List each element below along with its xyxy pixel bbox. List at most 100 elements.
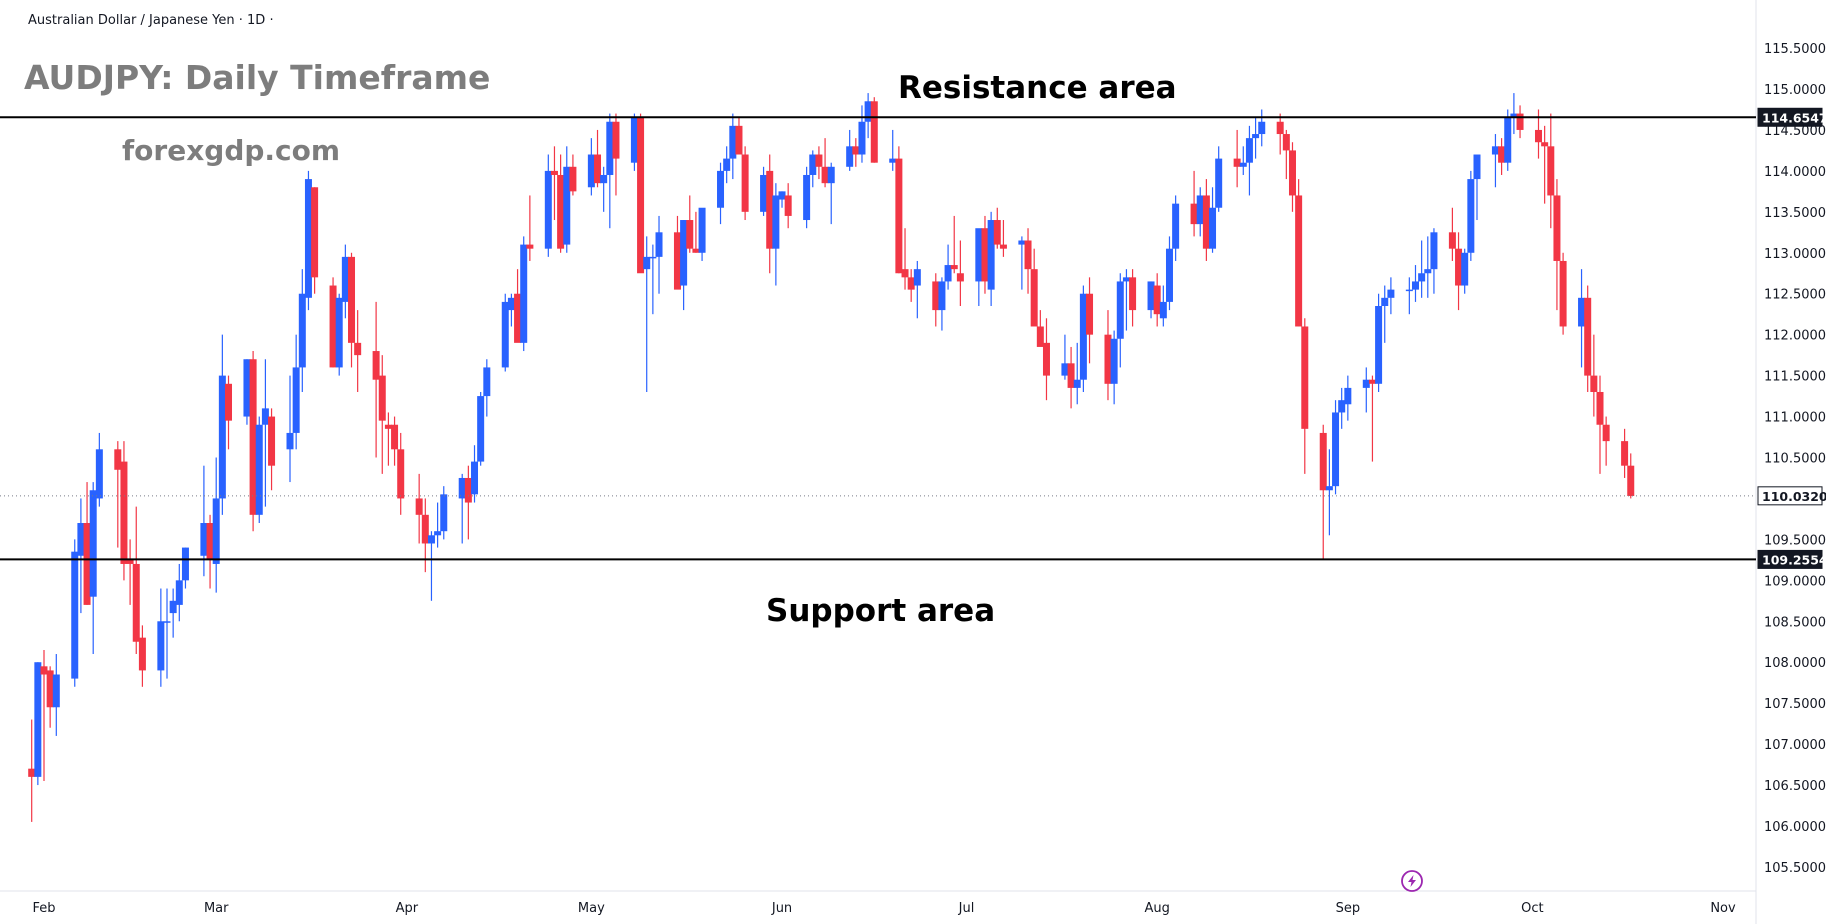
candle-body bbox=[680, 220, 688, 286]
candle-body bbox=[735, 125, 743, 155]
candle-body bbox=[520, 244, 528, 343]
resistance-price-badge: 114.6547 bbox=[1757, 107, 1826, 127]
candle-body bbox=[1411, 281, 1419, 290]
candle bbox=[1338, 387, 1346, 429]
candle bbox=[1067, 346, 1075, 409]
candle bbox=[1510, 93, 1518, 135]
candle bbox=[181, 547, 189, 589]
price-tick-label: 106.5000 bbox=[1764, 779, 1826, 794]
candle-body bbox=[1455, 248, 1463, 286]
price-tick-label: 115.5000 bbox=[1764, 42, 1826, 57]
price-tick-label: 109.5000 bbox=[1764, 533, 1826, 548]
candle bbox=[501, 293, 509, 372]
candle bbox=[1288, 142, 1296, 212]
candle-body bbox=[649, 256, 657, 259]
candle bbox=[335, 293, 343, 376]
price-tick-label: 112.5000 bbox=[1764, 288, 1826, 303]
candle bbox=[950, 215, 958, 274]
candle-body bbox=[778, 191, 786, 200]
candle bbox=[34, 662, 42, 786]
candle-body bbox=[594, 154, 602, 184]
candle bbox=[1541, 125, 1549, 204]
candle bbox=[858, 105, 866, 163]
candle-body bbox=[1467, 179, 1475, 253]
candle-body bbox=[40, 666, 48, 675]
candle bbox=[1332, 400, 1340, 495]
candle-body bbox=[1547, 146, 1555, 196]
candle bbox=[77, 498, 85, 614]
candle bbox=[680, 220, 688, 311]
candle bbox=[1584, 285, 1592, 392]
candle-body bbox=[120, 461, 128, 564]
candle bbox=[901, 228, 909, 290]
candle-body bbox=[630, 117, 638, 163]
candle bbox=[255, 416, 263, 524]
candle-body bbox=[89, 490, 97, 597]
candle bbox=[1190, 170, 1198, 237]
candle bbox=[1411, 265, 1419, 302]
candle-body bbox=[1258, 121, 1266, 135]
time-axis[interactable]: Feb Mar Apr May Jun Jul Aug Sep Oct Nov bbox=[32, 901, 1736, 916]
candle bbox=[643, 236, 651, 392]
candle bbox=[514, 269, 522, 343]
candle-body bbox=[434, 531, 442, 536]
candle bbox=[1455, 232, 1463, 311]
candle bbox=[292, 334, 300, 450]
candle bbox=[987, 211, 995, 307]
candle-body bbox=[1239, 162, 1247, 167]
candle-body bbox=[987, 220, 995, 290]
price-axis[interactable]: 115.5000 115.0000 114.5000 114.0000 113.5000… bbox=[1764, 42, 1826, 876]
candle bbox=[218, 334, 226, 515]
price-tick-label: 109.0000 bbox=[1764, 574, 1826, 589]
candle bbox=[760, 166, 768, 216]
price-tick-label: 111.0000 bbox=[1764, 411, 1826, 426]
candle-body bbox=[298, 293, 306, 368]
candle-body bbox=[1036, 326, 1044, 347]
lightning-icon[interactable] bbox=[1401, 870, 1423, 892]
time-tick-label: Nov bbox=[1710, 901, 1736, 916]
candle-body bbox=[391, 424, 399, 450]
candle bbox=[655, 215, 663, 294]
candle bbox=[1147, 281, 1155, 319]
time-tick-label: Sep bbox=[1336, 901, 1361, 916]
candle bbox=[587, 138, 595, 196]
candle bbox=[28, 719, 36, 822]
candle bbox=[1405, 277, 1413, 315]
candle bbox=[1030, 248, 1038, 327]
plot-area[interactable] bbox=[0, 0, 1757, 924]
candle-body bbox=[384, 424, 392, 429]
candle-body bbox=[557, 174, 565, 249]
time-tick-label: Apr bbox=[396, 901, 419, 916]
candle-body bbox=[907, 277, 915, 290]
candle bbox=[1036, 310, 1044, 347]
candle-body bbox=[335, 297, 343, 368]
candle bbox=[766, 154, 774, 274]
candle bbox=[1301, 318, 1309, 474]
candle-body bbox=[1621, 441, 1629, 466]
candle bbox=[341, 244, 349, 319]
candle-body bbox=[341, 256, 349, 302]
candle bbox=[1196, 187, 1204, 237]
candle bbox=[600, 166, 608, 212]
price-tick-label: 112.0000 bbox=[1764, 329, 1826, 344]
support-label: Support area bbox=[766, 593, 995, 629]
candle-body bbox=[1147, 281, 1155, 311]
candle-body bbox=[1067, 363, 1075, 388]
candle bbox=[1018, 236, 1026, 290]
price-badges: 114.6547 109.2554 110.0320 bbox=[1757, 107, 1826, 569]
candle-body bbox=[354, 342, 362, 356]
candle bbox=[1461, 248, 1469, 294]
candle bbox=[483, 359, 491, 417]
candle-body bbox=[1510, 113, 1518, 118]
symbol-title[interactable]: Australian Dollar / Japanese Yen · 1D · bbox=[28, 13, 274, 28]
candle bbox=[354, 310, 362, 392]
candle-body bbox=[206, 523, 214, 560]
candle bbox=[138, 625, 146, 687]
candle-body bbox=[815, 154, 823, 167]
candle bbox=[717, 162, 725, 225]
candle-body bbox=[286, 432, 294, 450]
candle-body bbox=[1405, 289, 1413, 292]
candle-body bbox=[132, 563, 140, 642]
candle-body bbox=[163, 621, 171, 623]
